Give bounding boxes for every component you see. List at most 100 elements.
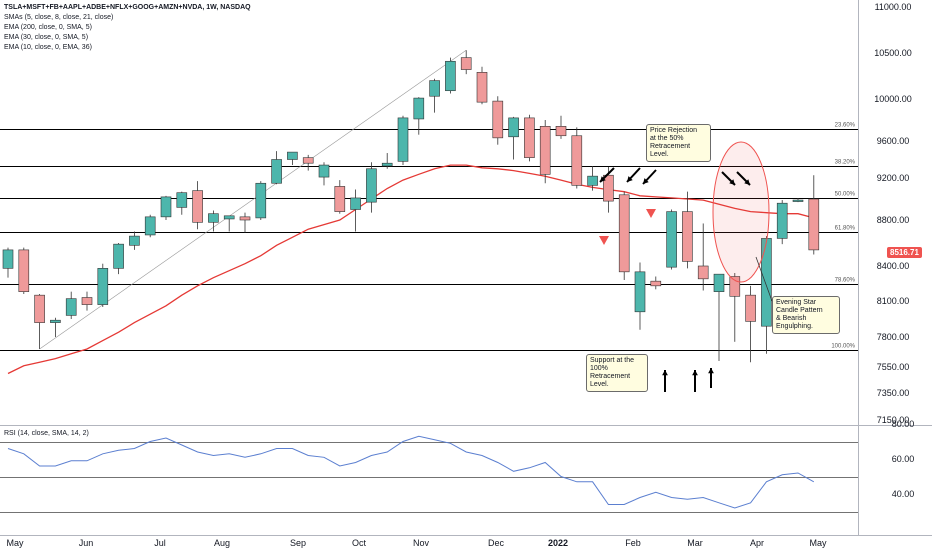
annotation-price-rejection: Price Rejection at the 50% Retracement L… — [646, 124, 711, 162]
fib-level-label: 78.60% — [835, 278, 856, 284]
rsi-tick-label: 60.00 — [892, 454, 915, 464]
price-tick-label: 8100.00 — [877, 296, 910, 306]
indicator-ema-200[interactable]: EMA (200, close, 0, SMA, 5) — [4, 24, 92, 31]
candle-body — [81, 297, 93, 305]
candle-body — [492, 100, 504, 139]
annotation-evening-star: Evening Star Candle Pattern & Bearish En… — [772, 296, 840, 334]
price-tick-label: 7350.00 — [877, 388, 910, 398]
highlight-ellipse — [712, 141, 770, 283]
indicator-sma[interactable]: SMAs (5, close, 8, close, 21, close) — [4, 14, 114, 21]
candle-body — [144, 216, 156, 236]
time-tick-label: May — [6, 538, 24, 548]
annotation-arrowhead — [643, 178, 649, 184]
candle-body — [713, 273, 725, 292]
price-pane — [0, 0, 858, 425]
trend-line — [39, 49, 467, 350]
candle-body — [413, 97, 425, 120]
candle-body — [618, 194, 630, 273]
candle-body — [208, 213, 219, 223]
candle-body — [239, 216, 251, 221]
candle-body — [682, 211, 693, 262]
candle-body — [160, 196, 172, 218]
time-tick-label: Nov — [413, 538, 430, 548]
annotation-arrowhead — [744, 179, 750, 185]
candle-body — [460, 57, 472, 70]
candle-body — [650, 280, 662, 287]
candle-body — [587, 175, 598, 186]
rsi-title[interactable]: RSI (14, close, SMA, 14, 2) — [4, 430, 89, 437]
time-tick-label: Dec — [488, 538, 505, 548]
annotation-arrowhead — [692, 370, 698, 376]
candle-body — [97, 268, 109, 305]
last-price-tag: 8516.71 — [887, 247, 922, 258]
candle-body — [524, 117, 535, 158]
candle-body — [18, 249, 30, 292]
candle-body — [603, 174, 614, 202]
annotation-arrowhead — [627, 176, 633, 182]
time-tick-label: Oct — [352, 538, 367, 548]
candle-body — [429, 80, 440, 97]
candle-body — [571, 135, 583, 186]
price-tick-label: 8800.00 — [877, 215, 910, 225]
ema-line — [7, 164, 814, 375]
price-tick-label: 9600.00 — [877, 136, 910, 146]
candle-body — [729, 276, 741, 297]
time-tick-label: Jun — [79, 538, 94, 548]
candle-body — [366, 168, 377, 203]
candle-body — [508, 117, 519, 138]
candle-body — [697, 265, 709, 280]
annotation-arrowhead — [729, 179, 735, 185]
fib-level-label: 61.80% — [835, 226, 856, 232]
rsi-line — [7, 435, 815, 509]
bearish-triangle-marker — [599, 236, 609, 245]
candle-body — [476, 72, 488, 103]
symbol-title: TSLA+MSFT+FB+AAPL+ADBE+NFLX+GOOG+AMZN+NV… — [4, 4, 251, 11]
indicator-ema-10[interactable]: EMA (10, close, 0, EMA, 36) — [4, 44, 92, 51]
price-tick-label: 7800.00 — [877, 332, 910, 342]
candle-body — [271, 159, 282, 184]
indicator-ema-30[interactable]: EMA (30, close, 0, SMA, 5) — [4, 34, 89, 41]
candle-body — [192, 190, 203, 223]
time-tick-label: Feb — [625, 538, 641, 548]
fib-level-label: 23.60% — [835, 123, 856, 129]
price-tick-label: 9200.00 — [877, 173, 910, 183]
rsi-tick-label: 80.00 — [892, 419, 915, 429]
candle-body — [113, 243, 124, 269]
candle-body — [223, 215, 235, 220]
rsi-tick-label: 40.00 — [892, 489, 915, 499]
candle-body — [2, 249, 14, 269]
time-tick-label: 2022 — [548, 538, 568, 548]
bearish-triangle-marker — [646, 209, 656, 218]
candle-body — [176, 192, 188, 208]
candle-body — [792, 199, 804, 202]
time-tick-label: Aug — [214, 538, 230, 548]
candle-body — [334, 186, 346, 212]
candle-body — [745, 294, 756, 322]
time-tick-label: Mar — [687, 538, 703, 548]
annotation-support: Support at the 100% Retracement Level. — [586, 354, 648, 392]
candle-body — [129, 235, 140, 246]
candle-body — [302, 157, 314, 164]
time-tick-label: Sep — [290, 538, 306, 548]
time-tick-label: Apr — [750, 538, 764, 548]
candle-body — [65, 298, 77, 316]
annotation-arrowhead — [708, 368, 714, 374]
price-tick-label: 10000.00 — [874, 94, 912, 104]
candle-body — [255, 182, 267, 219]
time-tick-label: May — [809, 538, 827, 548]
candle-body — [397, 117, 409, 162]
candle-body — [539, 126, 551, 175]
candle-body — [634, 271, 646, 313]
price-tick-label: 7550.00 — [877, 362, 910, 372]
time-tick-label: Jul — [154, 538, 166, 548]
candle-body — [555, 126, 567, 137]
candle-body — [666, 211, 677, 268]
candle-body — [350, 197, 361, 210]
candle-body — [318, 164, 330, 178]
annotation-arrowhead — [600, 176, 606, 182]
candle-body — [287, 151, 298, 160]
candle-body — [776, 202, 788, 239]
price-tick-label: 10500.00 — [874, 48, 912, 58]
candle-body — [761, 238, 772, 327]
